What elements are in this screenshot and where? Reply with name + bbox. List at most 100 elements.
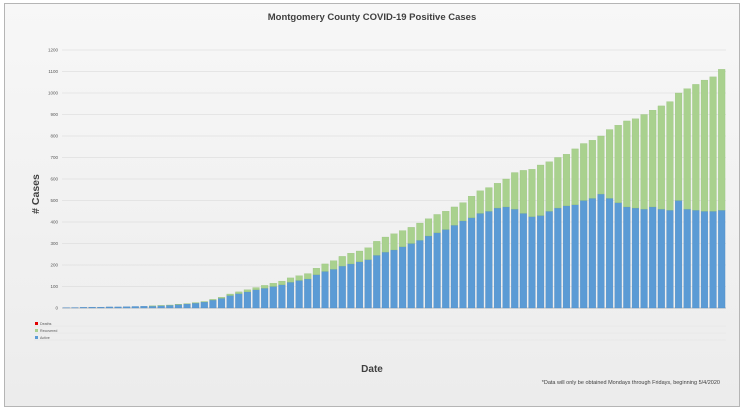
active-bar (424, 235, 433, 309)
recovered-bar (493, 183, 501, 209)
active-bar (174, 304, 182, 309)
recovered-bar (675, 92, 683, 201)
active-bar (450, 225, 458, 309)
y-tick-label: 400 (50, 220, 58, 225)
recovered-bar (468, 196, 476, 218)
active-bar (295, 280, 303, 309)
active-bar (649, 206, 657, 309)
recovered-bar (545, 161, 553, 212)
recovered-bar (381, 236, 389, 253)
recovered-bar (312, 268, 320, 275)
active-bar (373, 255, 381, 309)
recovered-bar (459, 202, 467, 222)
legend-swatch (35, 336, 38, 339)
recovered-bar (287, 277, 295, 283)
active-bar (502, 206, 510, 309)
recovered-bar (450, 206, 458, 226)
recovered-bar (623, 120, 631, 208)
y-tick-label: 200 (50, 263, 58, 268)
active-bar (261, 288, 269, 309)
y-tick-label: 100 (50, 284, 58, 289)
active-bar (209, 299, 217, 309)
y-tick-label: 800 (50, 134, 58, 139)
active-bar (675, 200, 683, 309)
active-bar (657, 208, 665, 309)
active-bar (390, 249, 398, 309)
recovered-bar (649, 110, 657, 208)
recovered-bar (580, 143, 588, 201)
y-tick-label: 1000 (48, 91, 59, 96)
active-bar (606, 198, 614, 309)
recovered-bar (390, 233, 398, 251)
active-bar (140, 306, 148, 309)
recovered-bar (338, 256, 346, 267)
recovered-bar (700, 79, 708, 212)
legend-swatch (35, 322, 38, 325)
active-bar (476, 213, 484, 309)
recovered-bar (278, 280, 286, 285)
active-bar (416, 240, 424, 309)
recovered-bar (554, 157, 562, 209)
legend-label: Deaths (40, 322, 52, 326)
recovered-bar (364, 247, 372, 260)
active-bar (519, 213, 527, 309)
active-bar (243, 291, 251, 309)
recovered-bar (614, 125, 622, 203)
active-bar (80, 307, 88, 309)
active-bar (554, 207, 562, 309)
recovered-bar (571, 148, 579, 205)
recovered-bar (683, 88, 691, 210)
active-bar (709, 211, 717, 309)
active-bar (588, 198, 596, 309)
y-tick-label: 600 (50, 177, 58, 182)
active-bar (278, 284, 286, 309)
active-bar (537, 215, 545, 309)
recovered-bar (252, 287, 260, 290)
recovered-bar (588, 140, 596, 199)
active-bar (493, 207, 501, 309)
chart-footnote: *Data will only be obtained Mondays thro… (541, 380, 720, 386)
active-bar (287, 282, 295, 309)
y-tick-label: 500 (50, 198, 58, 203)
recovered-bar (424, 218, 433, 237)
recovered-bar (218, 297, 226, 299)
recovered-bar (433, 214, 441, 233)
active-bar (105, 306, 113, 309)
recovered-bar (476, 190, 484, 214)
recovered-bar (347, 253, 355, 265)
active-bar (338, 265, 346, 309)
active-bar (381, 251, 389, 309)
active-bar (623, 206, 631, 309)
recovered-bar (528, 169, 536, 217)
active-bar (666, 210, 674, 309)
active-bar (192, 302, 200, 309)
recovered-bar (295, 275, 303, 281)
active-bar (692, 210, 700, 309)
recovered-bar (209, 299, 217, 301)
recovered-bar (485, 187, 493, 212)
active-bar (131, 306, 139, 309)
recovered-bar (269, 283, 277, 287)
active-bar (580, 200, 588, 309)
active-bar (330, 269, 338, 309)
recovered-bar (373, 241, 381, 256)
recovered-bar (657, 105, 665, 210)
active-bar (149, 305, 157, 309)
active-bar (407, 243, 415, 309)
y-tick-label: 300 (50, 241, 58, 246)
active-bar (88, 306, 96, 309)
active-bar (304, 278, 312, 309)
recovered-bar (597, 135, 605, 195)
active-bar (433, 232, 441, 309)
y-tick-label: 900 (50, 112, 58, 117)
recovered-bar (692, 84, 700, 211)
active-bar (468, 217, 476, 309)
legend-swatch (35, 329, 38, 332)
recovered-bar (718, 69, 726, 211)
y-tick-label: 1100 (48, 69, 58, 74)
active-bar (683, 208, 691, 309)
active-bar (97, 306, 105, 309)
active-bar (442, 229, 450, 309)
active-bar (235, 293, 243, 309)
recovered-bar (640, 114, 648, 210)
